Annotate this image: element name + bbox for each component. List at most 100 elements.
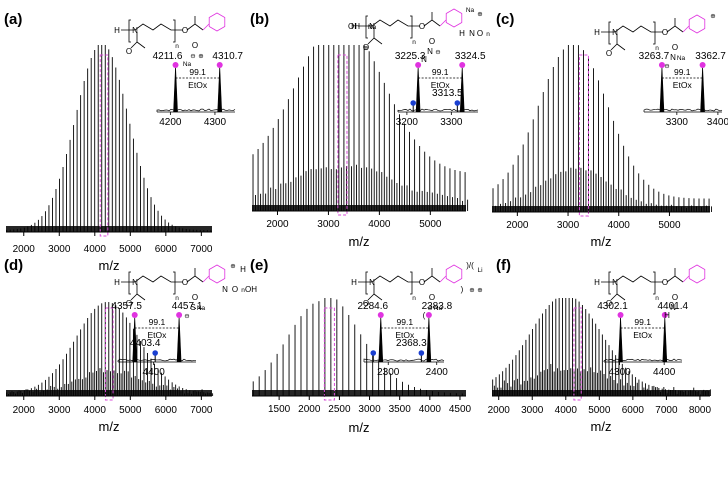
inset-peak-label-c-1: 3362.7 [695,51,726,62]
inset-minor-label-b-1: 3313.5 [432,88,463,99]
chem-label-c-7: ⊖ [664,63,669,70]
chem-label-b-9: Na [466,7,475,14]
chem-backbone-c [601,25,663,33]
inset-peak-dot-a-1 [216,62,223,68]
chem-ester-c [666,18,684,33]
panel-label-f: (f) [496,257,511,274]
chem-ring-link-c [682,25,690,33]
chem-ring-f [688,264,706,284]
inset-endgroup-a: EtOx [188,80,208,90]
chem-label-e-9: )/( [466,261,474,270]
inset-peak-dot-a-0 [172,62,179,68]
chem-label-d-7: ⊖ [184,313,189,320]
inset-minor-label-d-0: 4403.4 [130,338,161,349]
chem-structure-a [121,12,226,49]
panel-label-d: (d) [4,257,23,274]
chem-label-a-2: O [126,47,132,56]
chem-label-a-6: ⊖ [190,53,195,60]
inset-endgroup-c: EtOx [673,80,693,90]
inset-peak-b-0 [415,65,421,113]
inset-peak-dot-e-0 [377,312,384,318]
inset-tick-label-b-0: 3200 [396,117,419,128]
inset-delta-d: 99.1 [149,317,166,327]
chem-label-f-1: N [612,278,618,287]
inset-tick-label-d-0: 4400 [143,367,166,378]
inset-delta-c: 99.1 [674,67,691,77]
inset-peak-label-e-0: 2284.6 [357,301,388,312]
inset-endgroup-f: EtOx [633,330,653,340]
chem-label-f-0: H [594,278,600,287]
inset-tick-label-e-1: 2400 [426,367,449,378]
chem-label-d-14: OH [245,285,257,294]
baseline-a [6,226,212,232]
inset-peak-dot-c-0 [658,62,665,68]
chem-label-e-0: H [351,278,357,287]
x-tick-label-e-5: 4000 [419,404,442,415]
inset-peak-label-a-0: 4211.6 [153,51,183,62]
x-tick-label-c-3: 5000 [658,220,681,231]
chem-structure-c [601,14,706,51]
inset-peak-c-0 [659,65,665,113]
chem-backbone-b [358,19,420,27]
inset-peak-dot-e-1 [425,312,432,318]
chem-label-f-4: O [662,278,668,287]
x-axis-title-a: m/z [99,258,120,273]
x-tick-label-e-6: 4500 [449,404,472,415]
inset-trace-a [156,108,236,112]
x-tick-label-b-3: 5000 [419,219,442,230]
x-tick-label-d-2: 4000 [84,405,107,416]
x-tick-label-d-3: 5000 [119,405,142,416]
chem-label-c-0: H [594,28,600,37]
chem-label-e-5: O [429,293,435,302]
inset-peak-dot-d-1 [176,312,183,318]
chem-sidechain-b [367,28,383,45]
chem-ring-a [208,12,226,32]
chem-bracket-l-b [365,15,368,39]
baseline-d [6,390,212,396]
chem-label-c-2: O [606,49,612,58]
x-tick-label-a-1: 3000 [48,244,71,255]
inset-trace-e [363,358,445,362]
chem-label-b-10: ⊕ [477,11,482,18]
inset-delta-b: 99.1 [432,67,449,77]
inset-delta-e: 99.1 [397,317,414,327]
chem-label-b-6: N [427,47,433,56]
inset-endgroup-b: EtOx [431,80,451,90]
chem-label-b-0: H [351,22,357,31]
chem-label-a-5: O [192,41,198,50]
chem-ring-link-d [202,275,210,283]
chem-backbone-f [601,275,663,283]
spectrum-a [6,45,212,232]
chem-label-d-8: Na [197,305,206,312]
chem-label-a-0: H [114,26,120,35]
baseline-b [252,205,466,211]
chem-label-a-3: n [175,43,179,50]
chem-label-f-2: O [606,299,612,308]
x-axis-title-c: m/z [591,234,612,249]
chem-label-c-5: O [672,43,678,52]
chem-label-c-6: N [670,53,676,62]
x-tick-label-e-2: 2500 [328,404,351,415]
chem-label-e-7: ( [423,311,426,320]
x-tick-label-f-4: 6000 [622,405,645,416]
chem-label-a-8: ⊕ [198,53,203,60]
chem-structure-d [121,264,226,301]
chem-label-a-4: O [182,26,188,35]
chem-bracket-l-c [608,21,611,45]
chem-bracket-r-c [653,21,656,45]
chem-label-d-5: O [192,293,198,302]
inset-minor-dot-b-0 [410,100,417,106]
chem-label-f-3: n [655,295,659,302]
inset-peak-d-1 [176,315,182,363]
chem-label-d-9: ⊕ [230,263,235,270]
chem-bracket-r-a [173,19,176,43]
chem-label-b-14: n [486,31,490,38]
inset-peak-label-c-0: 3263.7 [639,51,670,62]
chem-label-b-1: N [369,22,375,31]
inset-trace-c [643,108,723,112]
chem-ester-f [666,268,684,283]
chem-ring-c [688,14,706,34]
x-axis-title-f: m/z [591,419,612,434]
chem-bracket-l-e [365,271,368,295]
x-axis-title-b: m/z [349,234,370,249]
